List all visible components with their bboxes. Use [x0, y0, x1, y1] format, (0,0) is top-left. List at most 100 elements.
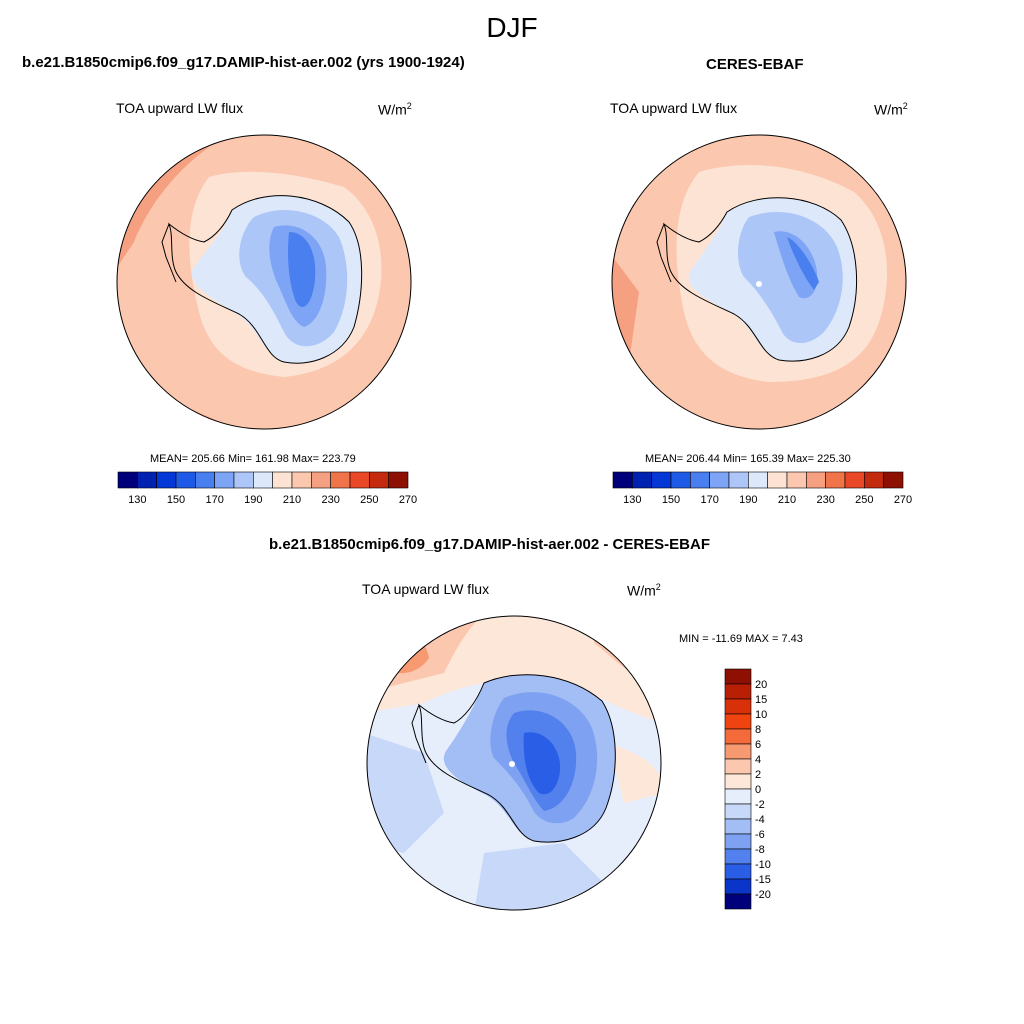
panel-3-stats: MIN = -11.69 MAX = 7.43: [679, 633, 803, 645]
colorbar-swatch: [748, 471, 768, 489]
colorbar-swatch: [786, 471, 807, 489]
negative-anomaly-region: [474, 843, 604, 910]
colorbar-swatch: [724, 833, 752, 850]
colorbar-swatch: [670, 471, 691, 489]
colorbar-swatch: [253, 471, 273, 489]
colorbar-swatch: [233, 471, 254, 489]
map-panel-3: [366, 615, 662, 911]
colorbar-tick-label: -20: [755, 889, 771, 901]
ice-sheet-core: [787, 237, 819, 290]
colorbar-swatch: [724, 893, 752, 910]
colorbar-swatch: [349, 471, 370, 489]
colorbar-panel-1: 130 150 170 190 210 230 250 270: [117, 471, 417, 506]
colorbar-swatch: [156, 471, 177, 489]
colorbar-swatch: [651, 471, 672, 489]
colorbar-swatch: [311, 471, 331, 489]
colorbar-swatch: [724, 803, 752, 820]
colorbar-swatch: [724, 818, 752, 835]
colorbar-tick-label: 150: [662, 494, 680, 506]
panel-1-stats: MEAN= 205.66 Min= 161.98 Max= 223.79: [150, 453, 356, 465]
colorbar-tick-label: 0: [755, 784, 761, 796]
colorbar-swatch: [724, 878, 752, 895]
colorbar-swatch: [724, 728, 752, 745]
colorbar-swatch: [724, 668, 752, 685]
colorbar-tick-label: 190: [739, 494, 757, 506]
colorbar-tick-label: 190: [244, 494, 262, 506]
colorbar-swatch: [272, 471, 293, 489]
colorbar-swatch: [724, 758, 752, 775]
panel-3-variable-label: TOA upward LW flux: [362, 581, 490, 597]
colorbar-swatch: [825, 471, 846, 489]
panel-2-variable-label: TOA upward LW flux: [610, 100, 738, 116]
colorbar-tick-label: 210: [778, 494, 796, 506]
colorbar-swatch: [806, 471, 826, 489]
colorbar-tick-label: -10: [755, 859, 771, 871]
panel-2-stats: MEAN= 206.44 Min= 165.39 Max= 225.30: [645, 453, 851, 465]
colorbar-swatch: [724, 713, 752, 730]
colorbar-swatch: [709, 471, 730, 489]
colorbar-tick-label: 250: [360, 494, 378, 506]
colorbar-panel-2: 130 150 170 190 210 230 250 270: [612, 471, 912, 506]
colorbar-tick-label: 4: [755, 754, 761, 766]
colorbar-swatch: [724, 863, 752, 880]
colorbar-tick-label: 150: [167, 494, 185, 506]
colorbar-swatch: [728, 471, 749, 489]
colorbar-tick-label: 8: [755, 724, 761, 736]
coastline-peninsula: [656, 223, 672, 283]
colorbar-tick-label: 20: [755, 679, 767, 691]
figure-title: DJF: [486, 12, 538, 43]
ice-sheet-core: [287, 232, 316, 307]
coastline: [417, 674, 616, 843]
colorbar-swatch: [175, 471, 196, 489]
colorbar-swatch: [330, 471, 351, 489]
pole-marker: [756, 281, 762, 287]
colorbar-swatch: [767, 471, 788, 489]
map-boundary: [611, 134, 907, 430]
colorbar-swatch: [724, 773, 752, 790]
colorbar-swatch: [388, 471, 409, 489]
colorbar-tick-label: 270: [399, 494, 417, 506]
positive-anomaly-region: [609, 743, 661, 803]
colorbar-swatch: [724, 683, 752, 700]
panel-3-title: b.e21.B1850cmip6.f09_g17.DAMIP-hist-aer.…: [269, 536, 710, 553]
colorbar-swatch: [724, 848, 752, 865]
colorbar-swatch: [117, 471, 138, 489]
colorbar-tick-label: 130: [623, 494, 641, 506]
colorbar-swatch: [690, 471, 710, 489]
ice-sheet-plateau: [774, 231, 818, 299]
panel-3-units: W/m2: [627, 582, 661, 599]
coastline-peninsula: [411, 704, 427, 764]
map-panel-1: [116, 134, 412, 430]
colorbar-tick-label: 270: [894, 494, 912, 506]
colorbar-tick-label: 170: [700, 494, 718, 506]
colorbar-tick-label: -2: [755, 799, 765, 811]
colorbar-tick-label: -8: [755, 844, 765, 856]
colorbar-tick-label: -6: [755, 829, 765, 841]
colorbar-swatch: [632, 471, 652, 489]
colorbar-tick-label: -4: [755, 814, 765, 826]
colorbar-tick-label: 210: [283, 494, 301, 506]
map-boundary: [116, 134, 412, 430]
colorbar-swatch: [724, 788, 752, 805]
colorbar-swatch: [195, 471, 215, 489]
colorbar-swatch: [844, 471, 865, 489]
colorbar-tick-label: 6: [755, 739, 761, 751]
colorbar-tick-label: -15: [755, 874, 771, 886]
colorbar-swatch: [724, 743, 752, 760]
negative-anomaly-region: [367, 733, 444, 853]
colorbar-tick-label: 15: [755, 694, 767, 706]
colorbar-swatch: [612, 471, 633, 489]
colorbar-tick-label: 2: [755, 769, 761, 781]
panel-1-units: W/m2: [378, 101, 412, 118]
colorbar-tick-label: 10: [755, 709, 767, 721]
colorbar-swatch: [369, 471, 389, 489]
panel-1-title: b.e21.B1850cmip6.f09_g17.DAMIP-hist-aer.…: [22, 54, 465, 71]
colorbar-swatch: [214, 471, 235, 489]
coastline: [167, 195, 363, 364]
colorbar-swatch: [864, 471, 884, 489]
colorbar-tick-label: 230: [321, 494, 339, 506]
map-boundary: [366, 615, 662, 911]
colorbar-swatch: [291, 471, 312, 489]
coastline: [662, 197, 857, 362]
